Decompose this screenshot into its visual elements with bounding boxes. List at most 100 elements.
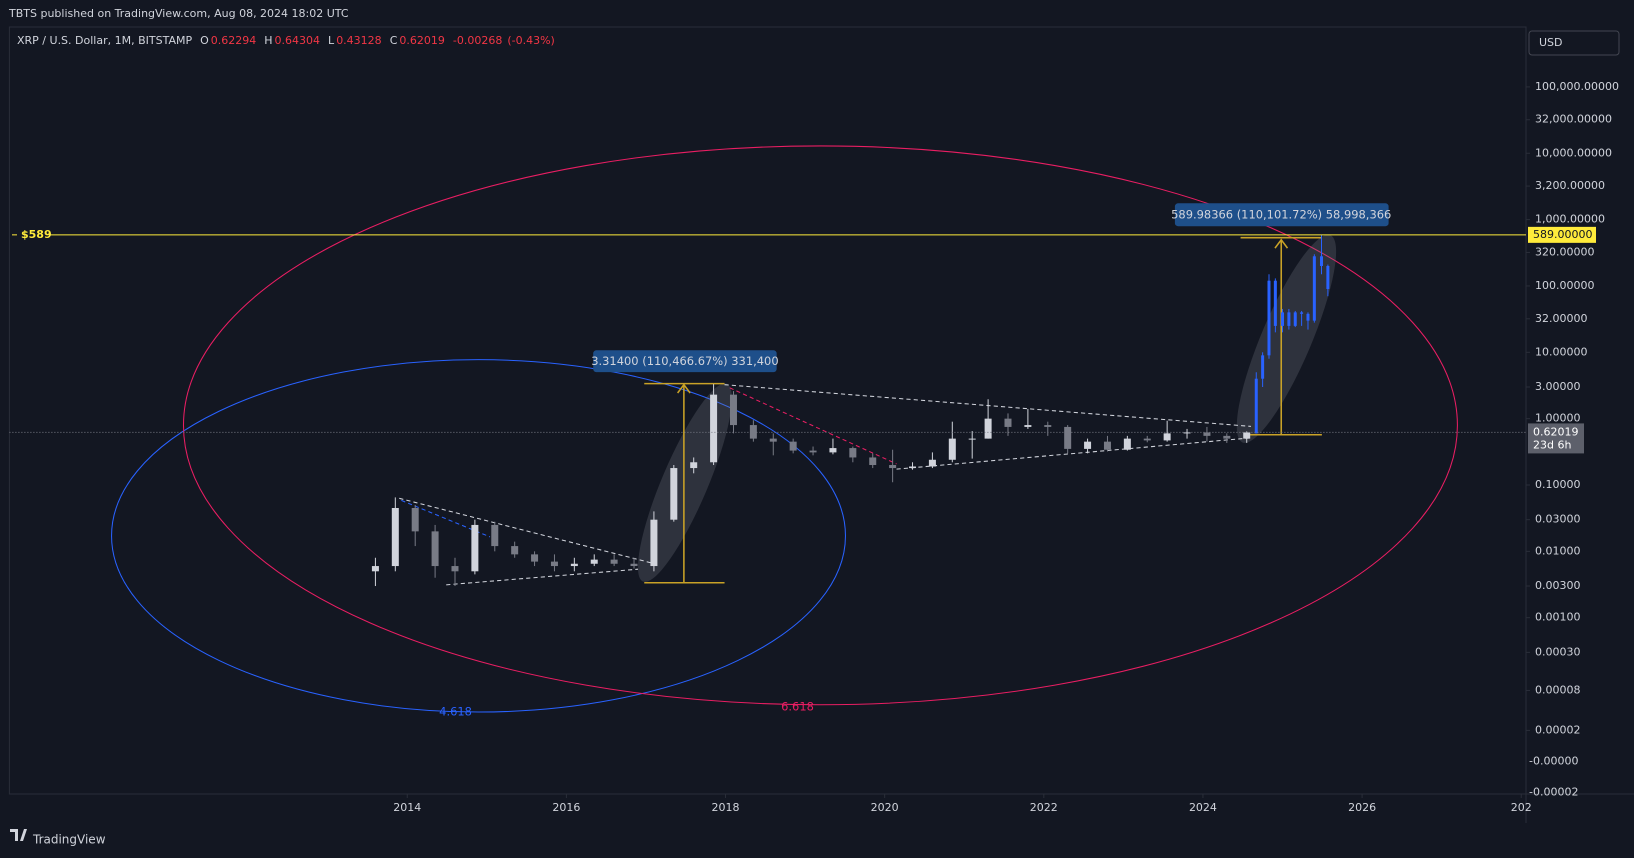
candle-body: [984, 418, 992, 439]
candle-body: [1306, 313, 1310, 321]
candle-body: [968, 438, 976, 440]
series: [9, 234, 1526, 587]
y-tick-label: 100,000.00000: [1535, 80, 1619, 93]
candle-body: [610, 559, 618, 564]
countdown: 23d 6h: [1533, 438, 1571, 451]
candle-body: [1123, 438, 1131, 450]
candle-body: [411, 507, 419, 532]
measure-label-box: [593, 350, 777, 373]
candle-body: [1203, 432, 1211, 436]
candle-body: [1163, 433, 1171, 441]
candle-body: [690, 462, 698, 469]
candle-body: [869, 457, 877, 466]
y-tick-label: -0.00002: [1529, 785, 1578, 798]
candle-body: [1044, 425, 1052, 427]
y-tick-label: 10.00000: [1535, 345, 1588, 358]
candle-body: [1273, 280, 1277, 326]
candle-body: [789, 441, 797, 451]
candle-body: [570, 563, 578, 567]
measure-label: 3.31400 (110,466.67%) 331,400: [591, 354, 778, 368]
y-tick-label: 0.00002: [1535, 723, 1581, 736]
published-note: TBTS published on TradingView.com, Aug 0…: [8, 7, 349, 20]
candle-body: [1293, 312, 1297, 326]
candle-body: [1300, 312, 1304, 314]
candle-body: [491, 524, 499, 547]
highlight-ellipse: [1236, 234, 1337, 443]
candle-body: [928, 459, 936, 467]
candle-body: [1243, 432, 1251, 439]
candle-body: [1143, 438, 1151, 441]
trend-line: [446, 568, 639, 586]
candle-body: [1024, 425, 1032, 427]
candle-body: [1281, 312, 1285, 326]
candle-body: [1287, 312, 1291, 326]
x-tick-label: 2024: [1189, 801, 1217, 814]
y-tick-label: 100.00000: [1535, 279, 1595, 292]
candle-body: [909, 466, 917, 469]
candle-body: [809, 450, 817, 453]
y-tick-label: 0.00008: [1535, 683, 1581, 696]
legend-text: L: [328, 34, 335, 47]
fib-level-label: 6.618: [781, 699, 814, 713]
legend: XRP / U.S. Dollar, 1M, BITSTAMP O 0.62294 H…: [17, 34, 555, 47]
candle-body: [1064, 426, 1072, 449]
candle-body: [729, 394, 737, 426]
x-tick-label: 2018: [712, 801, 740, 814]
currency-button[interactable]: [1528, 30, 1620, 56]
candle-body: [749, 425, 757, 439]
measure-label: 589.98366 (110,101.72%) 58,998,366: [1171, 207, 1391, 221]
fib-circle-red: [182, 145, 1458, 706]
fib-level-label: 4.618: [439, 705, 472, 719]
footer-logo: [10, 829, 27, 841]
y-tick-label: 1,000.00000: [1535, 213, 1605, 226]
x-tick-label: 2020: [871, 801, 899, 814]
y-tick-label: 0.00100: [1535, 611, 1581, 624]
x-tick-label: 2026: [1348, 801, 1376, 814]
legend-text: 0.64304: [275, 34, 321, 47]
candle-body: [1261, 355, 1265, 379]
y-tick-label: 3,200.00000: [1535, 179, 1605, 192]
chart-pane: [8, 26, 1527, 795]
level-tag-box: [1528, 226, 1596, 243]
legend-text: (-0.43%): [507, 34, 555, 47]
candle-body: [650, 519, 658, 567]
legend-text: -0.00268: [453, 34, 502, 47]
candle-body: [1320, 256, 1324, 266]
candle-body: [431, 531, 439, 567]
y-tick-label: -0.00000: [1529, 754, 1578, 767]
last-price-tag: 0.62019: [1533, 425, 1579, 438]
candle-body: [1312, 256, 1316, 321]
candle-body: [1326, 265, 1330, 289]
y-tick-label: 3.00000: [1535, 380, 1581, 393]
y-tick-label: 0.01000: [1535, 544, 1581, 557]
trend-line: [896, 437, 1252, 470]
candle-body: [451, 566, 459, 572]
level-tag: 589.00000: [1533, 228, 1593, 241]
level-label: $589: [21, 228, 52, 241]
x-tick-label: 202: [1511, 801, 1532, 814]
legend-text: H: [264, 34, 272, 47]
footer-brand: TradingView: [32, 833, 106, 847]
fib-circle-blue: [111, 359, 846, 713]
y-tick-label: 32,000.00000: [1535, 113, 1612, 126]
x-tick-label: 2022: [1030, 801, 1058, 814]
candle-body: [1103, 441, 1111, 450]
overlay: 100,000.00000 32,000.00000 10,000.00000 3,2…: [12, 80, 1619, 814]
candle-body: [371, 566, 379, 572]
highlight-ellipse: [637, 383, 732, 582]
trend-line: [729, 387, 897, 465]
legend-text: 0.43128: [336, 34, 382, 47]
y-tick-label: 10,000.00000: [1535, 146, 1612, 159]
currency-label: USD: [1539, 36, 1563, 49]
drawings: 3.31400 (110,466.67%) 331,400 589.98366 …: [9, 145, 1526, 719]
candle-body: [630, 563, 638, 567]
candle-body: [391, 507, 399, 567]
y-tick-label: 32.00000: [1535, 312, 1588, 325]
y-tick-label: 0.00300: [1535, 579, 1581, 592]
candle-body: [550, 561, 558, 567]
candle-body: [511, 546, 519, 555]
trend-line: [401, 499, 491, 538]
legend-text: 0.62019: [399, 34, 445, 47]
candle-body: [1183, 432, 1191, 434]
